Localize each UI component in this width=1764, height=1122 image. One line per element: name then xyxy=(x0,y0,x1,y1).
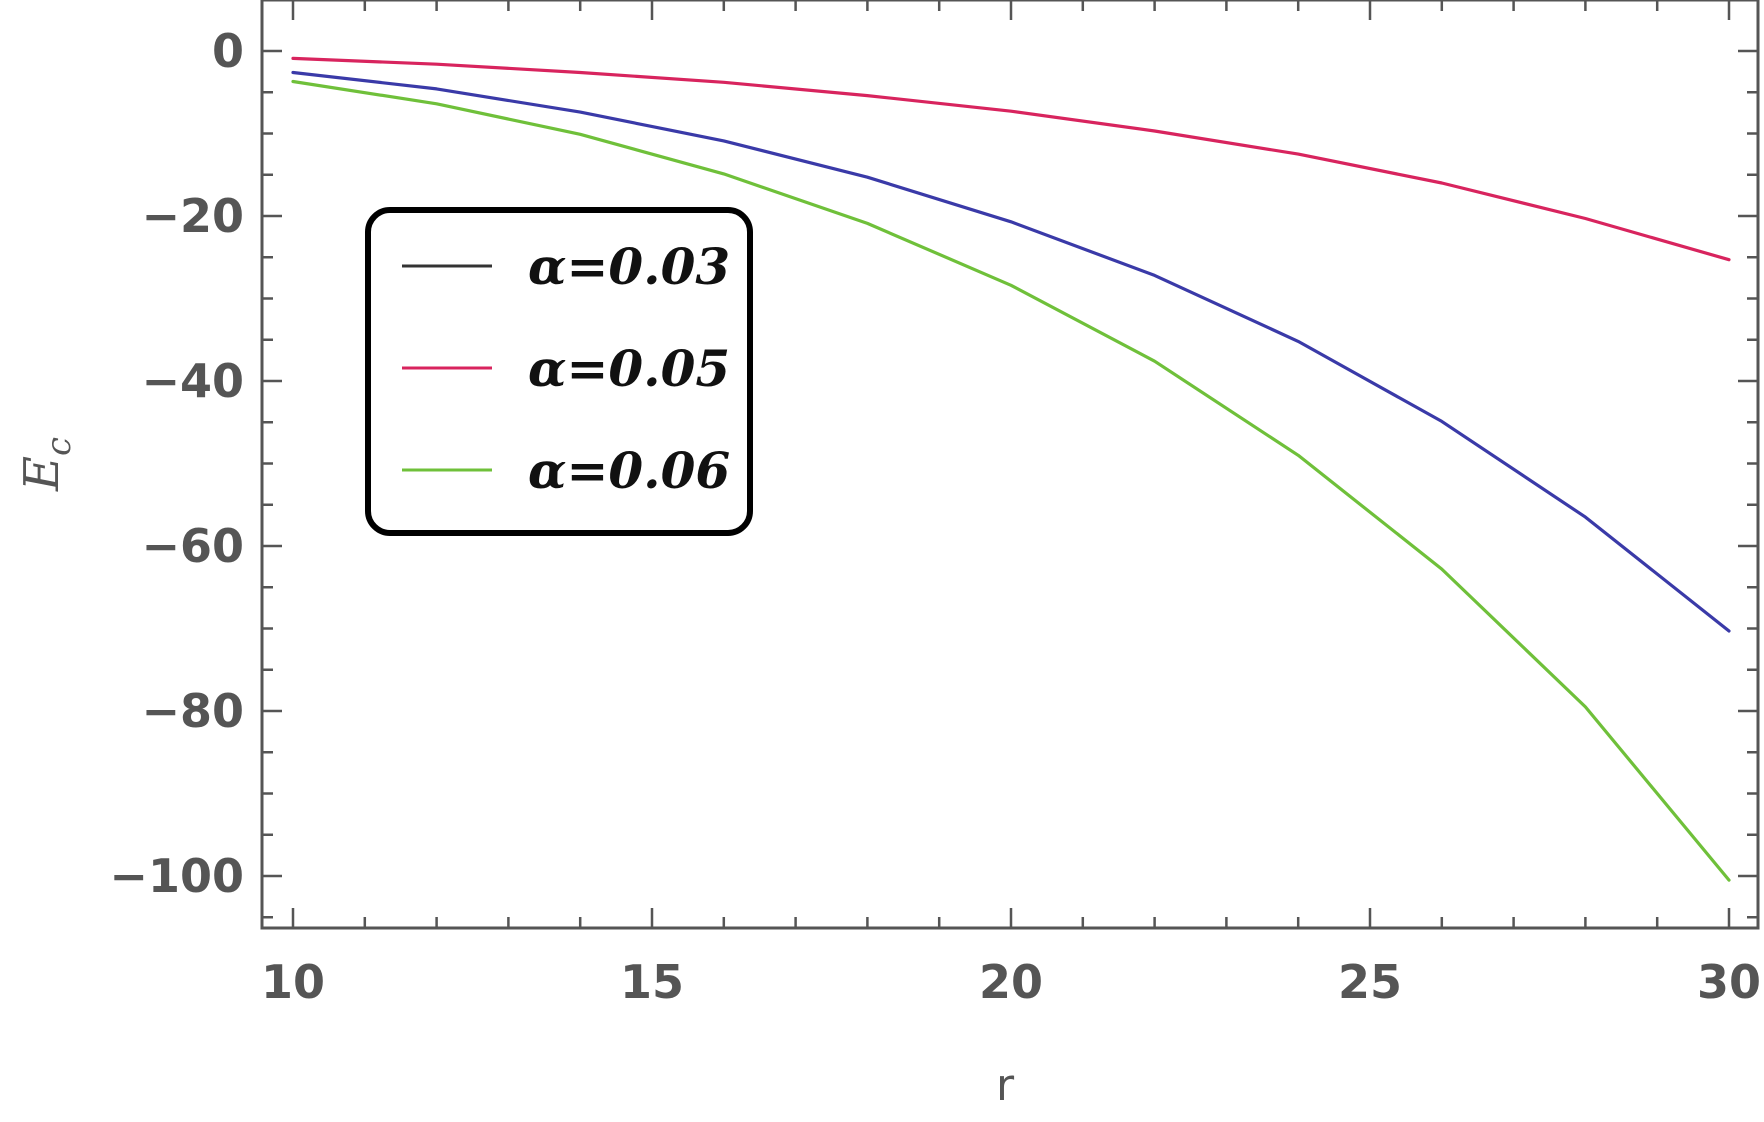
y-tick-label: −100 xyxy=(109,849,244,903)
svg-text:Ec: Ec xyxy=(14,437,79,492)
legend-items: α=0.03 α=0.05 α=0.06 xyxy=(402,237,730,500)
x-tick-label: 10 xyxy=(261,955,325,1009)
y-axis-title-sub: c xyxy=(39,437,79,456)
series-line-1 xyxy=(291,70,1731,633)
legend-box xyxy=(365,207,753,536)
axis-tick-labels: 10 15 20 25 30 0 −20 −40 −60 −80 −100 xyxy=(109,24,1761,1009)
x-tick-label: 20 xyxy=(979,955,1043,1009)
y-tick-label: −60 xyxy=(141,519,244,573)
y-tick-label: 0 xyxy=(212,24,244,78)
series-line-3 xyxy=(291,79,1731,882)
x-tick-label: 30 xyxy=(1697,955,1761,1009)
axis-ticks xyxy=(262,0,1758,928)
legend-label: α=0.05 xyxy=(528,339,730,398)
y-tick-label: −20 xyxy=(141,189,244,243)
legend-label: α=0.03 xyxy=(528,237,730,296)
legend-label: α=0.06 xyxy=(528,441,730,500)
y-tick-label: −80 xyxy=(141,684,244,738)
x-tick-label: 25 xyxy=(1338,955,1402,1009)
y-axis-title-main: E xyxy=(14,456,70,492)
x-tick-label: 15 xyxy=(620,955,684,1009)
series-lines xyxy=(291,56,1731,882)
series-line-2 xyxy=(291,56,1731,262)
y-tick-label: −40 xyxy=(141,354,244,408)
y-axis-title: Ec xyxy=(14,437,79,492)
legend: α=0.03 α=0.05 α=0.06 xyxy=(365,207,753,536)
x-axis-title: r xyxy=(996,1060,1015,1111)
